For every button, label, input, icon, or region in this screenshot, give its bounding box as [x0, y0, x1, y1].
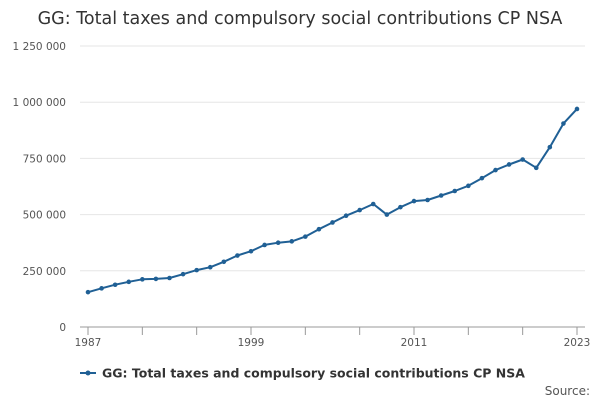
legend-label: GG: Total taxes and compulsory social co… — [102, 366, 525, 381]
data-point[interactable] — [425, 197, 430, 203]
data-point[interactable] — [574, 106, 580, 112]
x-tick-label: 1987 — [75, 337, 102, 349]
chart-title: GG: Total taxes and compulsory social co… — [38, 9, 563, 29]
y-tick-label: 500 000 — [23, 210, 66, 222]
y-tick-label: 750 000 — [23, 153, 66, 165]
x-tick-label: 2023 — [564, 337, 591, 349]
data-point[interactable] — [533, 165, 539, 171]
data-point[interactable] — [466, 183, 471, 189]
y-tick-label: 0 — [59, 322, 66, 334]
series-layer — [85, 106, 580, 295]
data-point[interactable] — [194, 267, 199, 273]
series-line — [87, 108, 578, 294]
data-point[interactable] — [85, 289, 91, 295]
data-point[interactable] — [547, 144, 553, 150]
x-axis: 1987 1999 2011 2023 — [75, 326, 591, 349]
source-label: Source: — [545, 384, 590, 398]
y-axis-tick-labels: 0 250 000 500 000 750 000 1 000 000 1 250 000 — [13, 41, 66, 334]
data-point[interactable] — [207, 264, 213, 270]
data-point[interactable] — [126, 279, 132, 285]
grid-lines — [80, 45, 585, 272]
data-point[interactable] — [343, 213, 349, 219]
data-point[interactable] — [452, 188, 458, 194]
data-point[interactable] — [262, 242, 267, 248]
data-point[interactable] — [235, 253, 240, 258]
data-point[interactable] — [398, 204, 403, 210]
data-point[interactable] — [493, 167, 498, 173]
data-point[interactable] — [370, 201, 376, 207]
data-point[interactable] — [520, 157, 525, 162]
data-point[interactable] — [275, 240, 281, 245]
y-tick-label: 1 000 000 — [13, 97, 66, 109]
data-point[interactable] — [303, 234, 308, 239]
data-point[interactable] — [99, 286, 104, 291]
data-point[interactable] — [221, 259, 227, 265]
legend[interactable]: GG: Total taxes and compulsory social co… — [80, 366, 525, 381]
y-tick-label: 1 250 000 — [13, 41, 66, 53]
data-point[interactable] — [438, 193, 444, 198]
data-point[interactable] — [167, 275, 172, 281]
data-point[interactable] — [330, 220, 335, 225]
data-point[interactable] — [248, 248, 254, 254]
data-point[interactable] — [153, 276, 159, 282]
data-point[interactable] — [140, 277, 145, 282]
x-tick-label: 1999 — [238, 337, 265, 349]
data-point[interactable] — [384, 212, 390, 217]
data-point[interactable] — [180, 271, 186, 277]
data-point[interactable] — [561, 121, 566, 126]
data-point[interactable] — [316, 226, 322, 232]
data-point[interactable] — [479, 175, 485, 181]
data-point[interactable] — [411, 198, 417, 204]
x-tick-label: 2011 — [401, 337, 428, 349]
data-point[interactable] — [357, 207, 362, 213]
data-point[interactable] — [506, 162, 512, 167]
y-tick-label: 250 000 — [23, 266, 66, 278]
data-point[interactable] — [289, 239, 295, 244]
legend-marker — [85, 370, 91, 376]
data-point[interactable] — [112, 282, 118, 288]
